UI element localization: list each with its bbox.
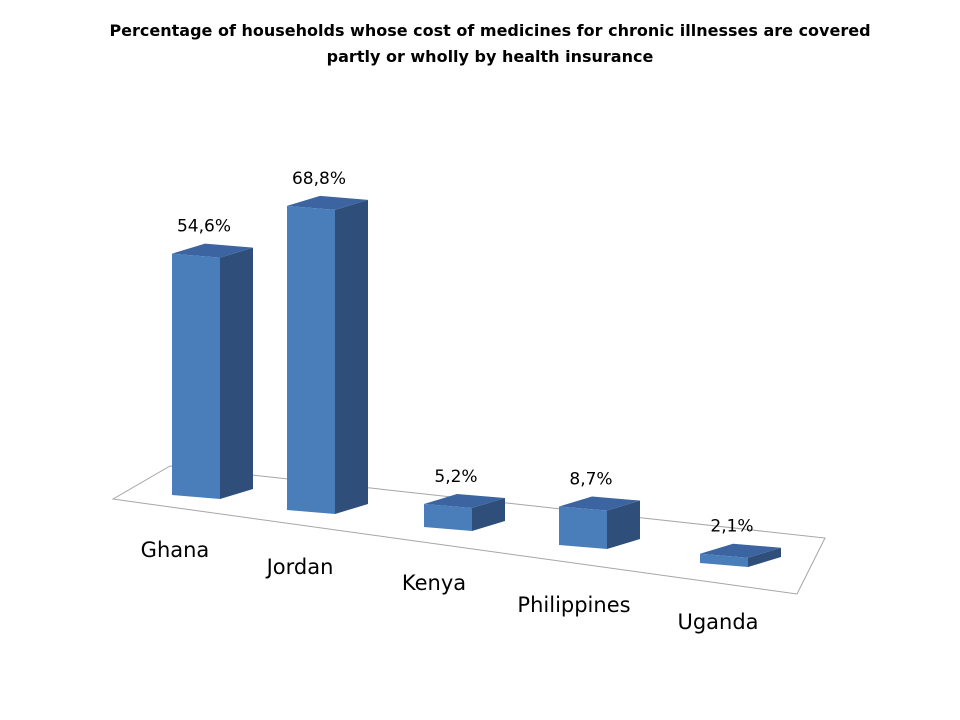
bar-kenya bbox=[424, 494, 505, 531]
data-label-kenya: 5,2% bbox=[434, 467, 477, 487]
category-label-kenya: Kenya bbox=[402, 571, 466, 595]
chart-title: Percentage of households whose cost of m… bbox=[60, 18, 920, 70]
data-label-jordan: 68,8% bbox=[292, 169, 346, 189]
category-label-jordan: Jordan bbox=[265, 555, 334, 579]
category-label-uganda: Uganda bbox=[677, 610, 758, 634]
data-label-uganda: 2,1% bbox=[710, 517, 753, 537]
bar-side-face bbox=[607, 500, 640, 549]
bar-top-face bbox=[287, 195, 368, 210]
chart-floor bbox=[111, 465, 826, 595]
category-label-philippines: Philippines bbox=[517, 593, 630, 617]
bar-uganda bbox=[700, 543, 781, 567]
bar-ghana bbox=[172, 243, 253, 499]
bar-side-face bbox=[335, 199, 368, 515]
bar-side-face bbox=[472, 498, 505, 531]
bar-front-face bbox=[559, 506, 607, 549]
bar-front-face bbox=[172, 253, 220, 499]
chart-title-line-1: Percentage of households whose cost of m… bbox=[109, 21, 871, 40]
bar-front-face bbox=[287, 205, 335, 515]
bar-top-face bbox=[559, 496, 640, 511]
chart-title-line-2: partly or wholly by health insurance bbox=[326, 47, 654, 66]
bar-top-face bbox=[172, 243, 253, 258]
bar-jordan bbox=[287, 195, 368, 515]
bar-philippines bbox=[559, 496, 640, 549]
category-label-ghana: Ghana bbox=[141, 538, 210, 562]
bar-side-face bbox=[220, 247, 253, 499]
bar-top-face bbox=[424, 494, 505, 509]
bar-front-face bbox=[700, 553, 748, 567]
data-label-ghana: 54,6% bbox=[177, 217, 231, 237]
bar-front-face bbox=[424, 504, 472, 531]
data-label-philippines: 8,7% bbox=[569, 470, 612, 490]
bar-side-face bbox=[748, 547, 781, 567]
bar-top-face bbox=[700, 543, 781, 558]
